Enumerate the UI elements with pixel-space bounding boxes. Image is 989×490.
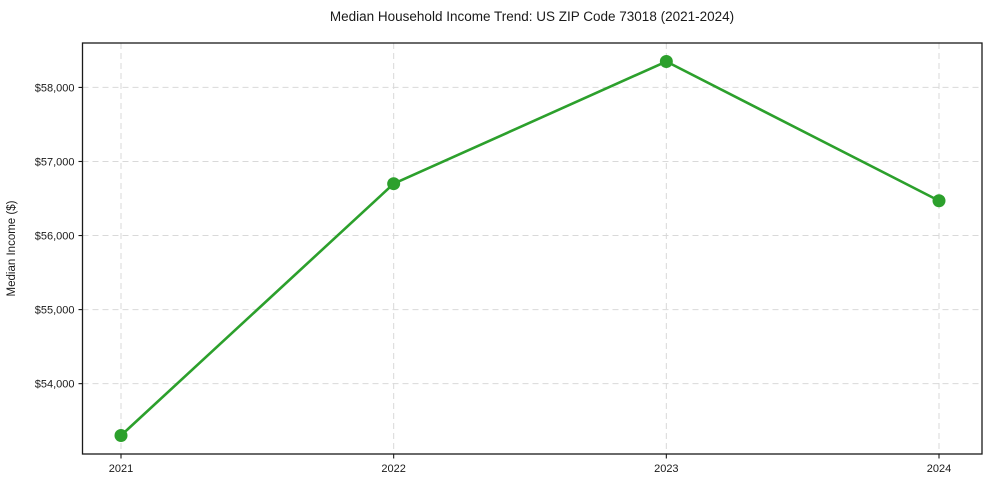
data-point-marker (387, 177, 401, 191)
data-point-marker (114, 428, 128, 442)
y-tick-label: $54,000 (35, 378, 75, 390)
data-point-marker (659, 55, 673, 69)
y-tick-label: $57,000 (35, 156, 75, 168)
plot-area-border (81, 42, 983, 455)
data-point-marker (932, 194, 946, 208)
x-tick-label: 2024 (927, 463, 951, 475)
grid-lines (82, 43, 982, 454)
y-tick-label: $56,000 (35, 230, 75, 242)
data-line (119, 60, 941, 437)
axis-ticks: $54,000 $55,000 $56,000 $57,000 $58,000 2021 2… (35, 82, 952, 475)
y-tick-label: $58,000 (35, 82, 75, 94)
y-axis-label: Median Income ($) (6, 200, 18, 296)
x-tick-label: 2021 (109, 463, 133, 475)
chart-title: Median Household Income Trend: US ZIP Co… (330, 9, 734, 24)
x-tick-label: 2023 (654, 463, 678, 475)
y-tick-label: $55,000 (35, 304, 75, 316)
x-tick-label: 2022 (381, 463, 405, 475)
data-series (114, 55, 946, 442)
